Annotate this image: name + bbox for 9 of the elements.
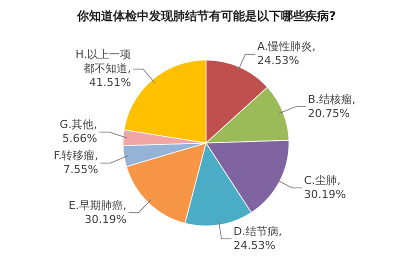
slice-label: A.慢性肺炎, 24.53% xyxy=(257,40,316,68)
slice-label: H.以上一项都不知道, 41.51% xyxy=(76,48,132,90)
slice-label: C.尘肺, 30.19% xyxy=(304,174,346,202)
slice-label: G.其他, 5.66% xyxy=(60,118,98,146)
slice-label: D.结节病, 24.53% xyxy=(233,224,282,253)
slice-label: F.转移瘤, 7.55% xyxy=(54,149,98,178)
slice-label: E.早期肺癌, 30.19% xyxy=(68,198,127,227)
slice-label: B.结核瘤, 20.75% xyxy=(308,92,356,121)
chart-title: 你知道体检中发现肺结节有可能是以下哪些疾病? xyxy=(76,9,336,23)
